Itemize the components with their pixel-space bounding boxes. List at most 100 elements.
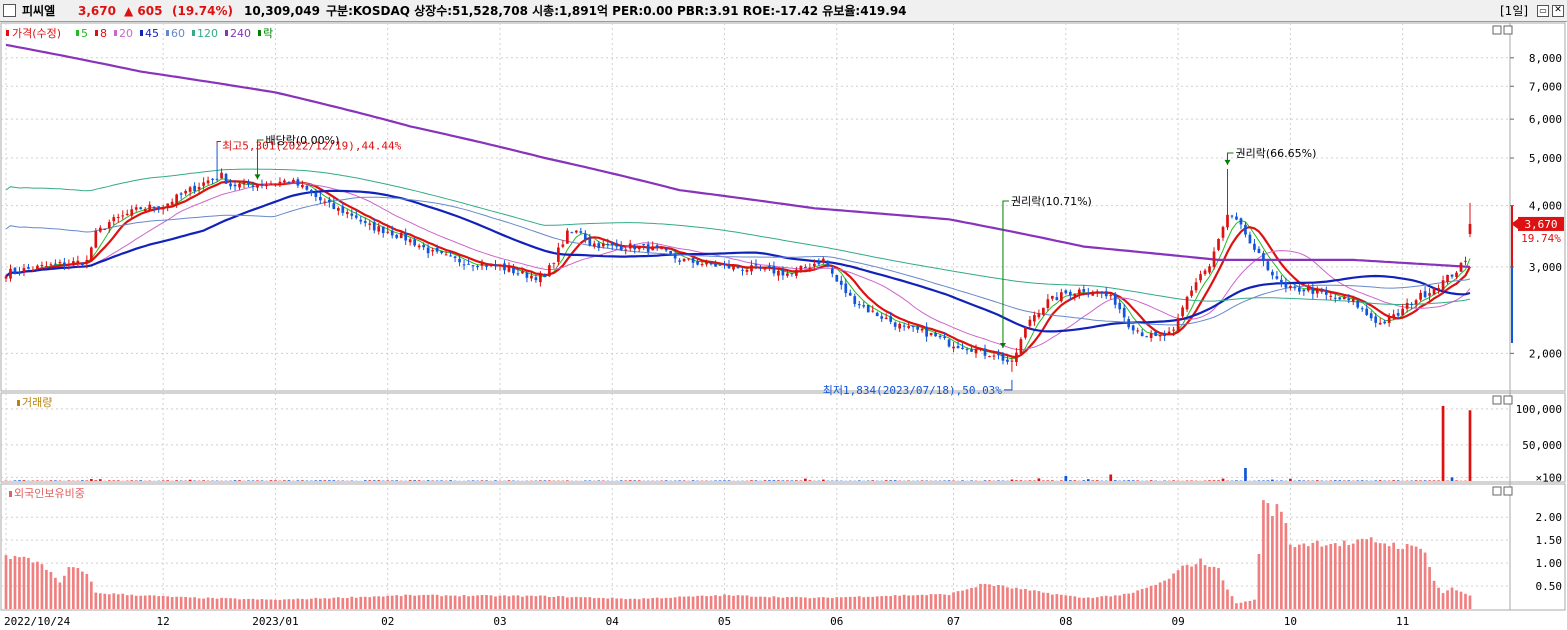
foreign-ownership-bar <box>494 596 497 609</box>
candle-body <box>1298 287 1301 292</box>
candle <box>857 300 861 309</box>
ma-legend-label: 120 <box>197 27 218 40</box>
candle-body <box>1033 315 1036 322</box>
candle-body <box>130 209 134 216</box>
volume-bar <box>89 478 93 481</box>
candle-body <box>866 305 870 313</box>
volume-bar <box>471 480 475 481</box>
candle-body <box>709 262 713 265</box>
candle-body <box>1190 290 1193 296</box>
candle <box>727 259 731 269</box>
candle-body <box>1131 325 1135 331</box>
candle <box>9 264 12 282</box>
ex-event-label: 배당락(0.00%) <box>265 134 339 147</box>
candle-body <box>63 262 66 266</box>
foreign-panel-buttons[interactable] <box>1492 486 1513 496</box>
candle-body <box>1239 218 1243 225</box>
foreign-ownership-bar <box>902 594 906 609</box>
candle <box>265 181 268 190</box>
candle-body <box>85 259 89 264</box>
candle-body <box>54 263 57 265</box>
candle <box>54 259 57 265</box>
foreign-ownership-bar <box>242 599 246 609</box>
candle-body <box>772 266 776 274</box>
current-price-tag: 3,670 19.74% <box>1511 216 1564 245</box>
candle-body <box>938 335 942 338</box>
close-window-icon[interactable]: ✕ <box>1552 5 1564 17</box>
candle-body <box>1360 308 1364 310</box>
candle <box>965 347 969 355</box>
foreign-ownership-bar <box>857 596 861 609</box>
candle-body <box>592 243 596 247</box>
candle <box>988 355 991 358</box>
candle-body <box>795 269 798 276</box>
candle <box>85 255 89 269</box>
volume-bar <box>786 480 789 481</box>
foreign-ownership-bar <box>1158 582 1162 609</box>
candle <box>1109 292 1113 300</box>
volume-bar <box>256 480 259 481</box>
restore-window-icon[interactable]: ▭ <box>1537 5 1549 17</box>
foreign-ownership-bar <box>727 595 731 609</box>
candle-body <box>1068 291 1072 296</box>
candle <box>224 172 228 184</box>
volume-bar <box>202 480 205 481</box>
candle-body <box>1468 223 1472 235</box>
candle <box>269 180 273 185</box>
candle-body <box>718 264 722 266</box>
candle-body <box>476 265 479 268</box>
candle <box>574 230 578 234</box>
foreign-ownership-bar <box>1432 580 1436 609</box>
foreign-ownership-bar <box>1324 545 1328 609</box>
candle-body <box>310 190 313 193</box>
x-tick-label: 2022/10/24 <box>4 615 71 628</box>
foreign-ownership-bar <box>431 594 434 609</box>
foreign-ownership-bar <box>372 596 376 609</box>
candle-body <box>507 266 511 272</box>
candle <box>323 198 327 206</box>
candle <box>750 260 753 275</box>
volume-bar <box>49 480 53 481</box>
volume-bar <box>997 480 1000 481</box>
candle <box>566 228 569 244</box>
candle-body <box>278 181 282 184</box>
candle <box>521 267 524 274</box>
foreign-ownership-bar <box>781 597 785 609</box>
candle-body <box>1006 359 1009 362</box>
period-selector[interactable]: [1일] <box>1500 4 1529 18</box>
candle-body <box>512 267 515 274</box>
candle-body <box>1235 216 1238 220</box>
candle <box>1212 247 1216 270</box>
candle <box>646 241 650 257</box>
candle <box>381 226 385 238</box>
candle-body <box>1289 286 1292 288</box>
foreign-ownership-bar <box>898 595 902 609</box>
candle-body <box>103 228 107 230</box>
foreign-ownership-bar <box>691 596 695 609</box>
candle <box>274 183 277 187</box>
candle <box>866 304 870 313</box>
candle <box>588 233 592 247</box>
candle <box>1131 324 1135 335</box>
stock-name: 피씨엘 <box>22 4 56 18</box>
candle-body <box>583 233 587 240</box>
candle-body <box>525 272 529 278</box>
candle-body <box>296 179 300 186</box>
candle <box>979 347 982 352</box>
foreign-ownership-bar <box>63 575 66 609</box>
price-candles <box>4 145 1472 372</box>
select-checkbox[interactable] <box>3 4 16 17</box>
price-panel-buttons[interactable] <box>1492 25 1513 35</box>
foreign-ownership-bar <box>952 592 955 609</box>
candle <box>1383 319 1387 325</box>
volume-bar <box>139 480 143 481</box>
candle-body <box>1015 352 1018 363</box>
foreign-ownership-bar <box>875 596 879 609</box>
candle-body <box>1122 307 1126 318</box>
candle <box>1221 225 1225 241</box>
volume-panel-buttons[interactable] <box>1492 395 1513 405</box>
foreign-ownership-bar <box>570 597 574 609</box>
candle-body <box>152 206 156 208</box>
candle-body <box>1306 287 1310 291</box>
candle <box>534 274 538 283</box>
